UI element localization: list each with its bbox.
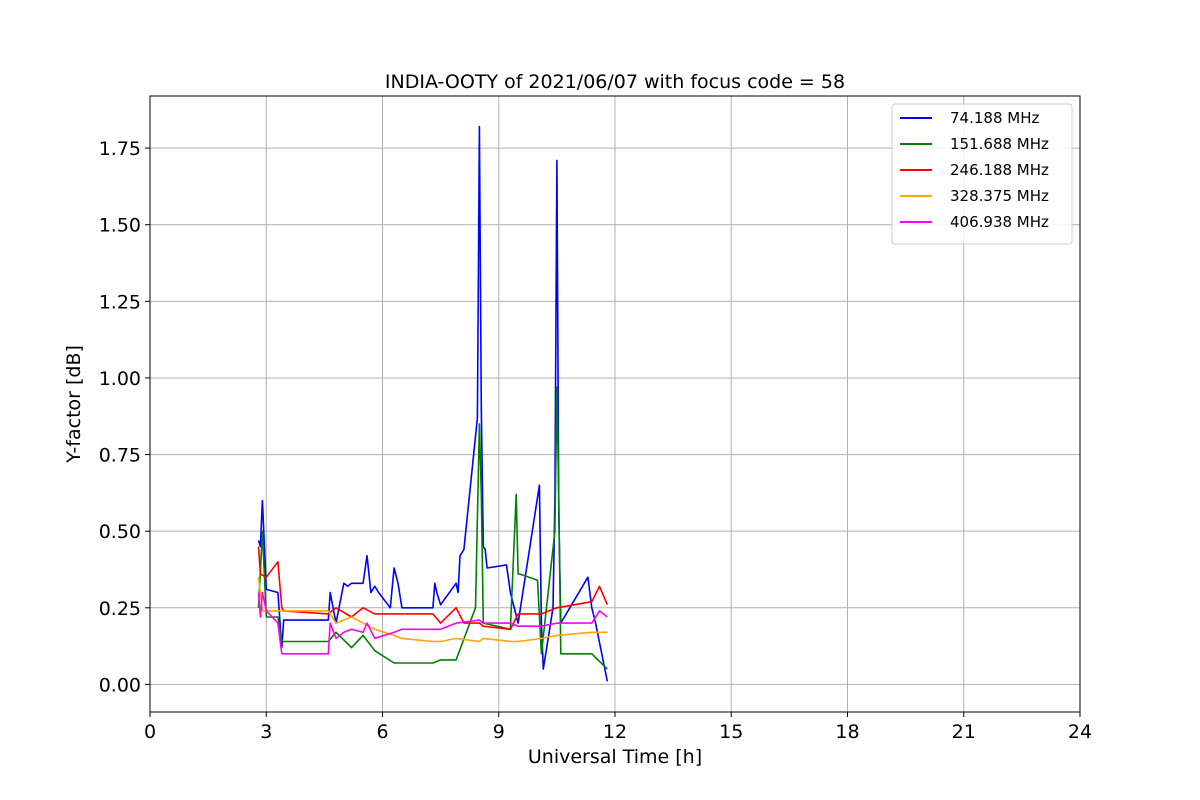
y-tick-label: 0.00 bbox=[99, 674, 141, 696]
legend-label-4: 406.938 MHz bbox=[950, 213, 1049, 231]
series-line-0 bbox=[257, 125, 609, 682]
chart-title: INDIA-OOTY of 2021/06/07 with focus code… bbox=[385, 71, 845, 93]
y-tick-label: 1.00 bbox=[99, 368, 141, 390]
y-tick-label: 0.75 bbox=[99, 445, 141, 467]
x-tick-label: 15 bbox=[719, 721, 743, 743]
y-axis-ticks: 0.00 0.25 0.50 0.75 1.00 1.25 1.50 1.75 bbox=[99, 138, 150, 696]
x-tick-label: 9 bbox=[493, 721, 505, 743]
series-line-3 bbox=[257, 577, 608, 643]
y-tick-label: 1.50 bbox=[99, 215, 141, 237]
legend: 74.188 MHz 151.688 MHz 246.188 MHz 328.375 … bbox=[891, 103, 1073, 245]
y-tick-label: 0.25 bbox=[99, 598, 141, 620]
legend-label-0: 74.188 MHz bbox=[950, 109, 1039, 127]
y-tick-label: 0.50 bbox=[99, 521, 141, 543]
plot-series bbox=[257, 125, 609, 682]
legend-box bbox=[891, 103, 1073, 245]
legend-label-2: 246.188 MHz bbox=[950, 161, 1049, 179]
x-tick-label: 0 bbox=[144, 721, 156, 743]
x-tick-label: 18 bbox=[835, 721, 859, 743]
x-tick-label: 3 bbox=[260, 721, 272, 743]
legend-label-1: 151.688 MHz bbox=[950, 135, 1049, 153]
series-line-4 bbox=[257, 591, 608, 655]
series-line-2 bbox=[257, 546, 609, 631]
x-tick-label: 21 bbox=[952, 721, 976, 743]
x-axis-ticks: 0 3 6 9 12 15 18 21 24 bbox=[144, 712, 1092, 743]
x-tick-label: 6 bbox=[376, 721, 388, 743]
x-axis-label: Universal Time [h] bbox=[528, 746, 702, 768]
y-tick-label: 1.25 bbox=[99, 291, 141, 313]
x-tick-label: 24 bbox=[1068, 721, 1092, 743]
y-axis-label: Y-factor [dB] bbox=[63, 345, 85, 464]
legend-label-3: 328.375 MHz bbox=[950, 187, 1049, 205]
x-tick-label: 12 bbox=[603, 721, 627, 743]
y-tick-label: 1.75 bbox=[99, 138, 141, 160]
